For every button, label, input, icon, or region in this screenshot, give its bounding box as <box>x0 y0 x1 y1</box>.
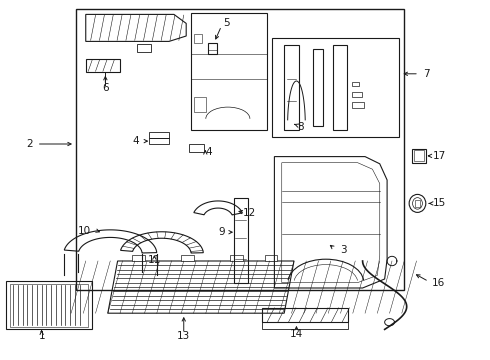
Bar <box>194 97 206 112</box>
Text: 11: 11 <box>147 255 161 265</box>
Text: 2: 2 <box>26 139 33 149</box>
Bar <box>262 308 348 322</box>
Bar <box>6 281 92 329</box>
Bar <box>149 132 169 138</box>
Bar <box>208 43 217 54</box>
Bar <box>194 34 202 43</box>
Bar <box>333 45 347 130</box>
Bar <box>76 9 404 290</box>
Bar <box>234 198 248 283</box>
Text: 14: 14 <box>290 329 303 339</box>
Text: 16: 16 <box>432 278 445 288</box>
Bar <box>415 200 420 207</box>
Bar <box>262 322 348 329</box>
Bar <box>352 92 362 97</box>
Bar <box>313 49 323 126</box>
Bar <box>10 284 88 327</box>
Text: 17: 17 <box>433 151 446 161</box>
Bar <box>230 255 243 261</box>
Bar <box>284 45 299 130</box>
Bar <box>265 255 277 261</box>
Text: 1: 1 <box>38 330 45 341</box>
Text: 15: 15 <box>433 198 446 208</box>
Bar <box>352 82 359 86</box>
Text: 6: 6 <box>102 83 109 93</box>
Text: 10: 10 <box>78 226 91 236</box>
Text: 13: 13 <box>177 331 191 341</box>
Bar <box>189 144 204 152</box>
Text: 4: 4 <box>205 147 212 157</box>
Bar <box>272 38 399 137</box>
Bar <box>149 138 169 144</box>
Bar <box>352 102 364 108</box>
Bar <box>132 255 145 261</box>
Text: 9: 9 <box>218 227 225 237</box>
Text: 5: 5 <box>223 18 230 28</box>
Text: 12: 12 <box>243 208 257 218</box>
Text: 8: 8 <box>297 122 304 132</box>
Text: 7: 7 <box>423 69 430 79</box>
Text: 3: 3 <box>340 245 346 255</box>
Bar <box>412 149 426 163</box>
Bar <box>137 44 151 52</box>
Bar <box>181 255 194 261</box>
Text: 4: 4 <box>133 136 140 146</box>
Bar <box>414 150 424 161</box>
